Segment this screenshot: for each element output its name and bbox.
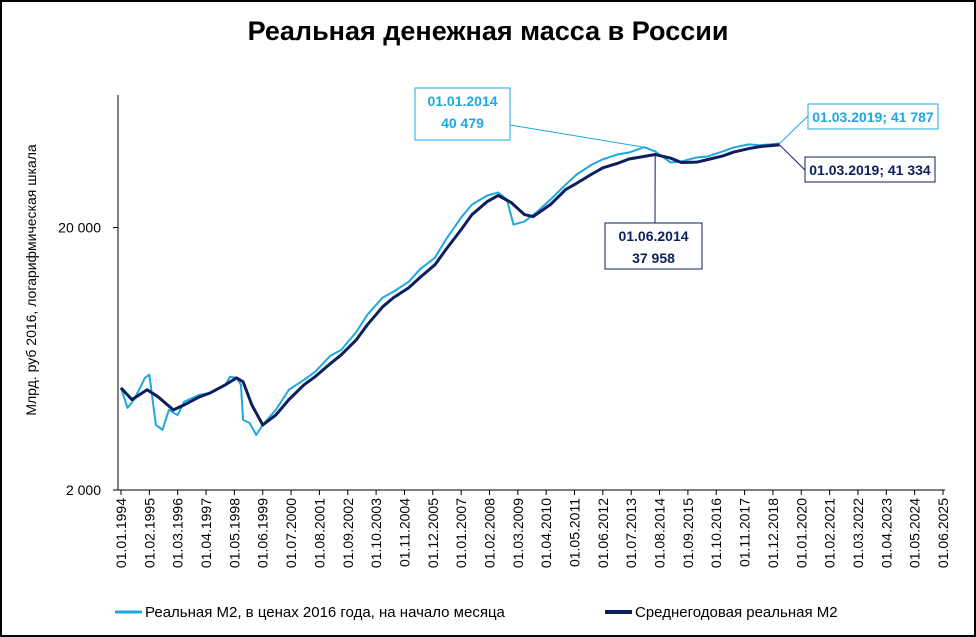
x-tick-label: 01.07.2013 (623, 498, 639, 568)
x-tick-label: 01.05.2011 (567, 498, 583, 567)
callout-line (509, 124, 645, 148)
y-tick-label: 20 000 (58, 220, 101, 236)
x-tick-label: 01.02.2021 (822, 498, 838, 568)
x-tick-label: 01.04.2023 (878, 498, 894, 568)
x-tick-label: 01.05.2024 (907, 498, 923, 568)
callout-line (779, 144, 806, 171)
x-tick-label: 01.09.2002 (340, 498, 356, 568)
series-line (119, 143, 780, 427)
x-tick-label: 01.03.2022 (850, 498, 866, 568)
x-tick-label: 01.01.1994 (113, 498, 129, 568)
x-tick-label: 01.06.2025 (935, 498, 951, 568)
x-tick-label: 01.10.2003 (368, 498, 384, 568)
callout-text: 01.06.2014 (618, 228, 688, 244)
x-tick-label: 01.11.2017 (737, 498, 753, 567)
x-tick-label: 01.05.1998 (226, 498, 242, 568)
x-tick-label: 01.02.1995 (141, 498, 157, 568)
callout-text: 01.03.2019; 41 787 (812, 109, 934, 125)
x-tick-label: 01.08.2014 (652, 498, 668, 568)
callout-box (807, 103, 939, 130)
y-axis-label: Млрд. руб 2016, логарифмическая шкала (23, 144, 39, 416)
callout-line (779, 115, 809, 144)
x-tick-label: 01.03.2009 (510, 498, 526, 568)
x-tick-label: 01.01.2020 (793, 498, 809, 568)
x-tick-label: 01.07.2000 (283, 498, 299, 568)
x-tick-label: 01.12.2018 (765, 498, 781, 568)
callout-box (414, 87, 511, 141)
x-tick-label: 01.08.2001 (311, 498, 327, 568)
legend-label: Реальная М2, в ценах 2016 года, на начал… (145, 604, 506, 621)
series-line (120, 142, 780, 437)
callout-box (604, 222, 703, 270)
callout-box (804, 156, 936, 183)
y-tick-label: 2 000 (66, 482, 101, 498)
callout-text: 37 958 (632, 250, 675, 266)
callout-text: 40 479 (441, 115, 484, 131)
x-tick-label: 01.02.2008 (481, 498, 497, 568)
x-tick-label: 01.03.1996 (170, 498, 186, 568)
legend-label: Среднегодовая реальная М2 (635, 604, 838, 621)
callout-text: 01.03.2019; 41 334 (809, 162, 931, 178)
x-tick-label: 01.10.2016 (708, 498, 724, 568)
chart-title: Реальная денежная масса в России (248, 16, 729, 46)
x-tick-label: 01.09.2015 (680, 498, 696, 568)
x-tick-label: 01.04.2010 (538, 498, 554, 568)
x-tick-label: 01.04.1997 (198, 498, 214, 568)
x-tick-label: 01.06.2012 (595, 498, 611, 568)
callout-text: 01.01.2014 (427, 93, 497, 109)
x-tick-label: 01.06.1999 (255, 498, 271, 568)
x-tick-label: 01.12.2005 (425, 498, 441, 568)
x-tick-label: 01.11.2004 (396, 498, 412, 567)
x-tick-label: 01.01.2007 (453, 498, 469, 568)
